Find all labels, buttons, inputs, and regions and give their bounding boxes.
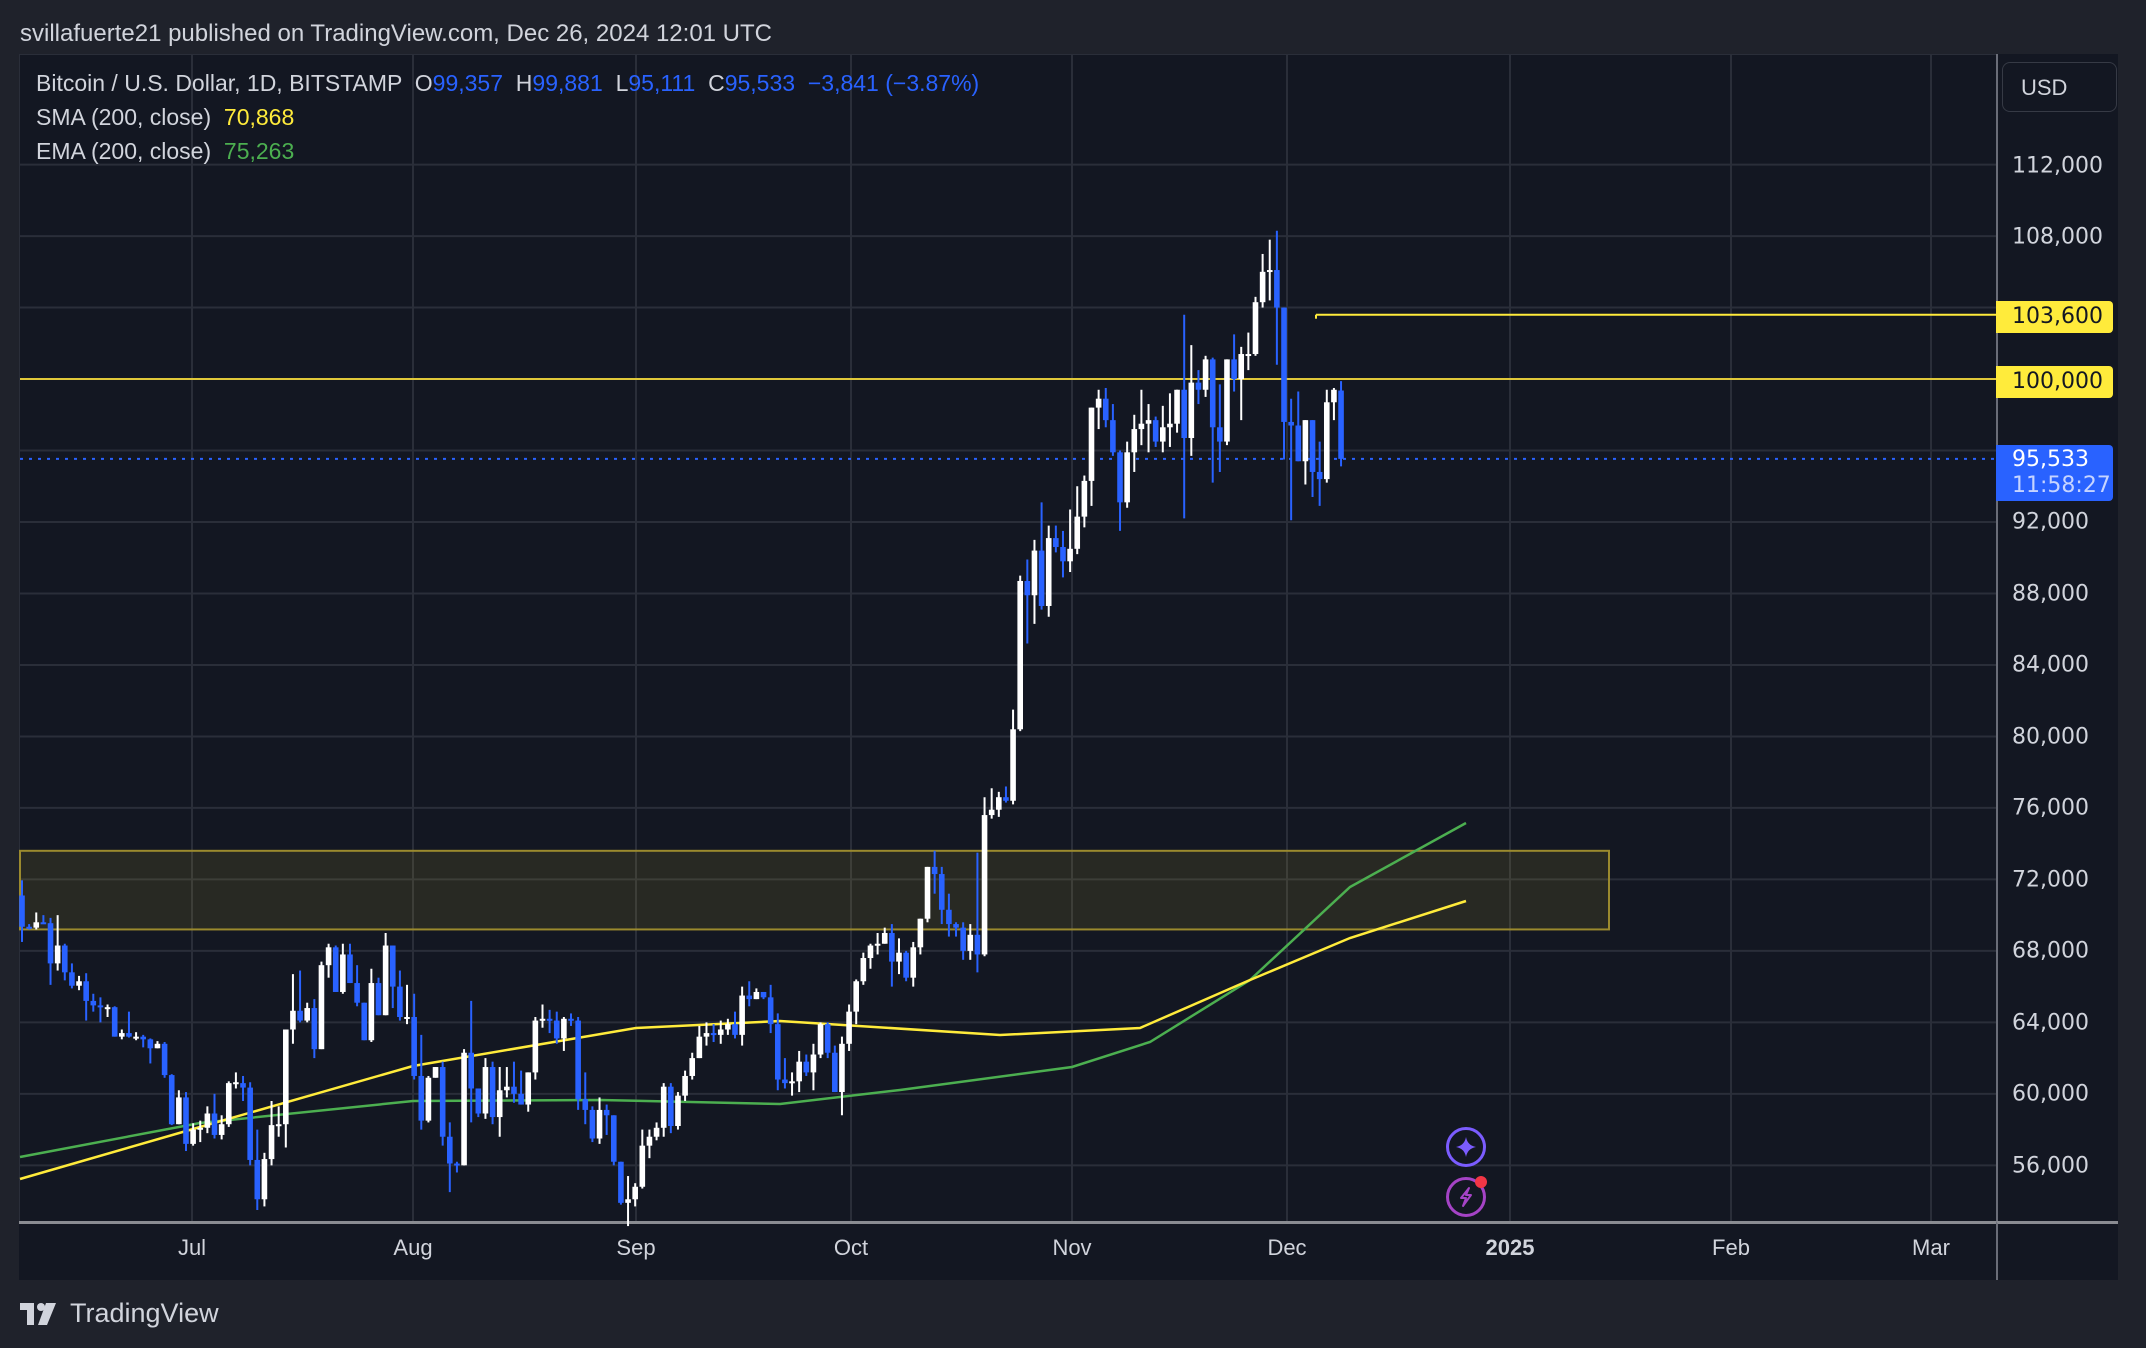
y-tick: 108,000 — [2012, 224, 2103, 250]
y-tick: 56,000 — [2012, 1153, 2089, 1179]
sma-200-line — [19, 899, 1467, 1181]
tradingview-logo-icon — [20, 1302, 56, 1325]
y-tick: 88,000 — [2012, 581, 2089, 607]
y-tick: 64,000 — [2012, 1010, 2089, 1036]
level-tag-100000[interactable]: 100,000 — [1996, 366, 2113, 398]
y-tick: 92,000 — [2012, 509, 2089, 535]
x-tick: Jul — [177, 1235, 207, 1260]
currency-button[interactable]: USD — [2002, 62, 2117, 112]
close-value: 95,533 — [724, 70, 796, 96]
last-price-tag[interactable]: 95,533 11:58:27 — [1996, 445, 2113, 501]
axis-corner — [1996, 1221, 2118, 1280]
x-tick: Oct — [833, 1235, 869, 1260]
open-value: 99,357 — [432, 70, 504, 96]
sma-value: 70,868 — [223, 104, 295, 130]
symbol-title: Bitcoin / U.S. Dollar, 1D, BITSTAMP — [36, 70, 402, 96]
x-tick: Aug — [393, 1235, 433, 1260]
x-tick: Feb — [1712, 1235, 1750, 1260]
y-tick: 84,000 — [2012, 652, 2089, 678]
notification-dot — [1475, 1176, 1487, 1188]
sma-legend[interactable]: SMA (200, close) 70,868 — [36, 104, 295, 130]
publisher-line: svillafuerte21 published on TradingView.… — [20, 20, 773, 47]
y-tick: 76,000 — [2012, 795, 2089, 821]
price-axis[interactable] — [1996, 54, 2118, 1223]
y-tick: 60,000 — [2012, 1081, 2089, 1107]
ema-200-line — [19, 821, 1467, 1159]
sparkle-icon[interactable] — [1446, 1127, 1486, 1167]
y-tick: 72,000 — [2012, 867, 2089, 893]
x-tick-year: 2025 — [1485, 1235, 1535, 1260]
high-value: 99,881 — [532, 70, 603, 96]
last-price: 95,533 — [2012, 447, 2089, 472]
lightning-icon[interactable] — [1446, 1176, 1487, 1217]
x-tick: Nov — [1052, 1235, 1092, 1260]
symbol-legend[interactable]: Bitcoin / U.S. Dollar, 1D, BITSTAMP O99,… — [36, 70, 980, 96]
brand-name: TradingView — [70, 1298, 219, 1328]
y-tick: 68,000 — [2012, 938, 2089, 964]
x-tick: Mar — [1912, 1235, 1950, 1260]
low-value: 95,111 — [628, 70, 696, 96]
tradingview-logo[interactable]: TradingView — [20, 1298, 219, 1329]
change-value: −3,841 (−3.87%) — [807, 70, 980, 96]
bar-countdown: 11:58:27 — [2012, 473, 2111, 498]
y-tick: 80,000 — [2012, 724, 2089, 750]
ema-legend[interactable]: EMA (200, close) 75,263 — [36, 138, 295, 164]
ema-value: 75,263 — [223, 138, 295, 164]
time-axis[interactable] — [19, 1221, 1996, 1280]
y-tick: 112,000 — [2012, 153, 2103, 179]
x-tick: Sep — [616, 1235, 656, 1260]
level-tag-103600[interactable]: 103,600 — [1996, 301, 2113, 333]
x-tick: Dec — [1267, 1235, 1307, 1260]
